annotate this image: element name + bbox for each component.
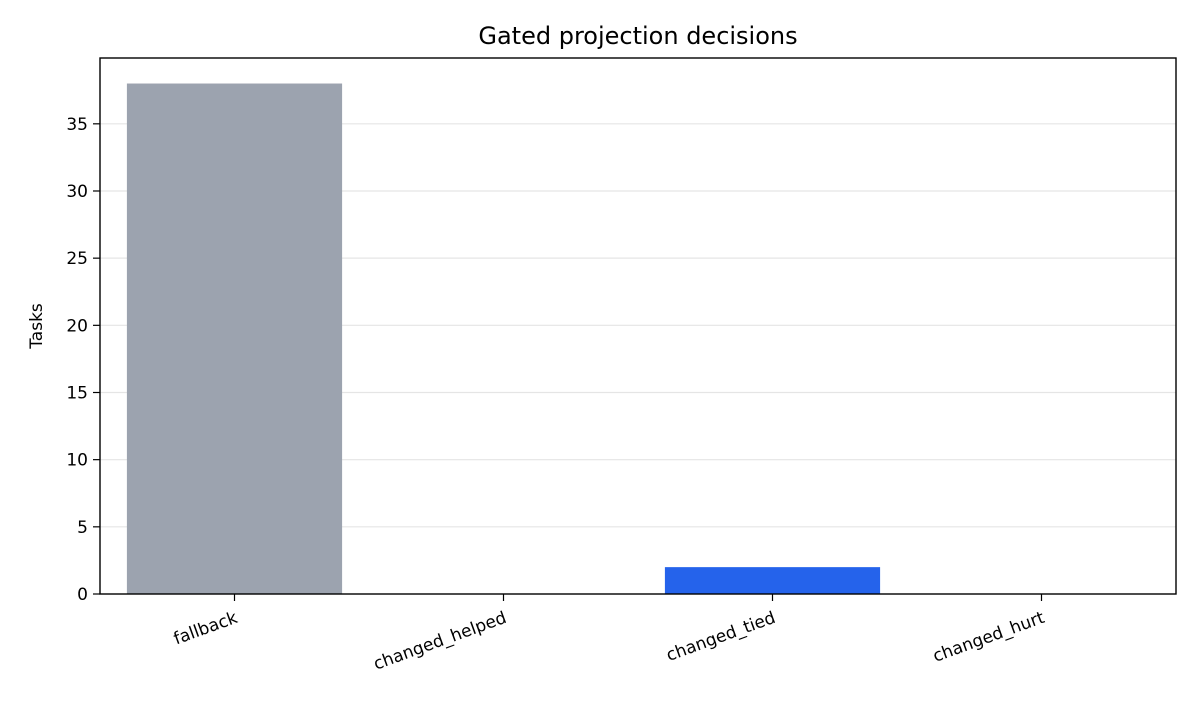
y-tick-label-2: 10 — [66, 451, 88, 471]
chart-title: Gated projection decisions — [478, 22, 797, 50]
y-tick-label-7: 35 — [66, 115, 88, 135]
x-tick-label-fallback: fallback — [171, 608, 240, 650]
bar-changed_tied — [664, 567, 881, 594]
plot-frame — [99, 57, 1177, 595]
y-tick-label-4: 20 — [66, 316, 88, 336]
bar-fallback — [126, 83, 343, 595]
y-tick-label-5: 25 — [66, 249, 88, 269]
y-tick-label-1: 5 — [77, 518, 88, 538]
x-tick-label-changed_helped: changed_helped — [371, 608, 509, 675]
y-tick-label-0: 0 — [77, 585, 88, 605]
bars — [126, 83, 881, 595]
x-tick-label-changed_hurt: changed_hurt — [930, 608, 1047, 667]
y-axis-title: Tasks — [27, 303, 47, 350]
y-tick-label-6: 30 — [66, 182, 88, 202]
x-tick-label-changed_tied: changed_tied — [664, 608, 778, 666]
y-tick-label-3: 15 — [66, 383, 88, 403]
